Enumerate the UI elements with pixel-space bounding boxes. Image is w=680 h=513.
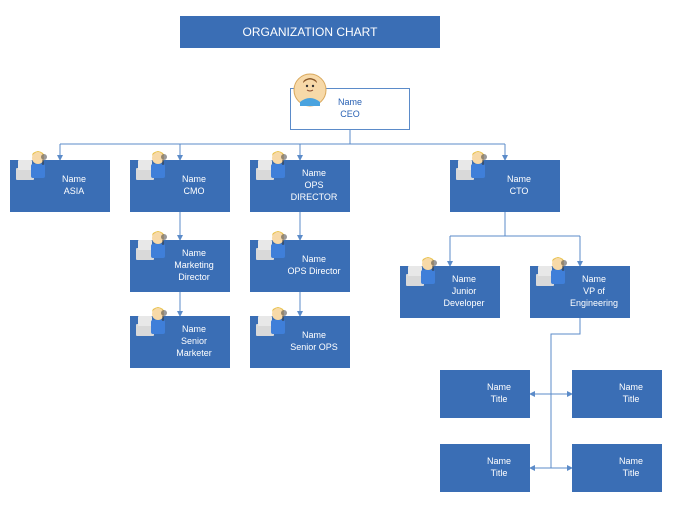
org-node-text: NameOPS DIRECTOR	[252, 168, 348, 203]
org-node-text: NameCEO	[293, 97, 407, 120]
org-node-title: ASIA	[40, 186, 108, 198]
org-node-text: NameTitle	[574, 456, 660, 479]
org-node-srmkt: NameSenior Marketer	[130, 316, 230, 368]
org-node-title: Senior OPS	[280, 342, 348, 354]
org-node-t2: NameTitle	[572, 370, 662, 418]
org-node-title: CEO	[293, 109, 407, 121]
org-node-text: NameTitle	[442, 382, 528, 405]
org-node-text: NameVP of Engineering	[532, 274, 628, 309]
chart-title-text: ORGANIZATION CHART	[243, 25, 378, 39]
org-node-name: Name	[280, 254, 348, 266]
org-node-title: OPS DIRECTOR	[280, 180, 348, 203]
org-node-title: VP of Engineering	[560, 286, 628, 309]
org-node-title: CTO	[480, 186, 558, 198]
org-node-text: NameTitle	[574, 382, 660, 405]
org-node-vpeng: NameVP of Engineering	[530, 266, 630, 318]
org-node-name: Name	[160, 248, 228, 260]
org-node-asia: NameASIA	[10, 160, 110, 212]
org-node-name: Name	[40, 174, 108, 186]
org-node-title: Title	[602, 394, 660, 406]
org-node-text: NameSenior OPS	[252, 330, 348, 353]
org-node-name: Name	[560, 274, 628, 286]
org-node-ceo: NameCEO	[290, 88, 410, 130]
org-node-name: Name	[430, 274, 498, 286]
org-node-title: Senior Marketer	[160, 336, 228, 359]
org-node-name: Name	[602, 456, 660, 468]
org-node-title: Marketing Director	[160, 260, 228, 283]
org-node-name: Name	[280, 330, 348, 342]
org-node-text: NameOPS Director	[252, 254, 348, 277]
org-node-opsdir: NameOPS Director	[250, 240, 350, 292]
org-node-title: CMO	[160, 186, 228, 198]
org-node-title: OPS Director	[280, 266, 348, 278]
chart-title-bar: ORGANIZATION CHART	[180, 16, 440, 48]
org-node-name: Name	[480, 174, 558, 186]
org-node-name: Name	[293, 97, 407, 109]
org-node-title: Title	[470, 468, 528, 480]
org-node-text: NameCTO	[452, 174, 558, 197]
org-node-text: NameMarketing Director	[132, 248, 228, 283]
org-node-srops: NameSenior OPS	[250, 316, 350, 368]
org-node-t4: NameTitle	[572, 444, 662, 492]
org-node-ops: NameOPS DIRECTOR	[250, 160, 350, 212]
org-node-jrdev: NameJunior Developer	[400, 266, 500, 318]
org-node-title: Title	[470, 394, 528, 406]
org-node-name: Name	[470, 382, 528, 394]
org-node-cto: NameCTO	[450, 160, 560, 212]
org-node-name: Name	[602, 382, 660, 394]
org-node-t3: NameTitle	[440, 444, 530, 492]
org-node-title: Title	[602, 468, 660, 480]
org-node-name: Name	[160, 324, 228, 336]
org-node-text: NameJunior Developer	[402, 274, 498, 309]
org-node-name: Name	[470, 456, 528, 468]
org-node-mktdir: NameMarketing Director	[130, 240, 230, 292]
org-node-text: NameCMO	[132, 174, 228, 197]
org-node-name: Name	[280, 168, 348, 180]
org-node-title: Junior Developer	[430, 286, 498, 309]
org-node-cmo: NameCMO	[130, 160, 230, 212]
org-node-text: NameSenior Marketer	[132, 324, 228, 359]
org-node-name: Name	[160, 174, 228, 186]
org-node-text: NameASIA	[12, 174, 108, 197]
org-node-text: NameTitle	[442, 456, 528, 479]
org-node-t1: NameTitle	[440, 370, 530, 418]
